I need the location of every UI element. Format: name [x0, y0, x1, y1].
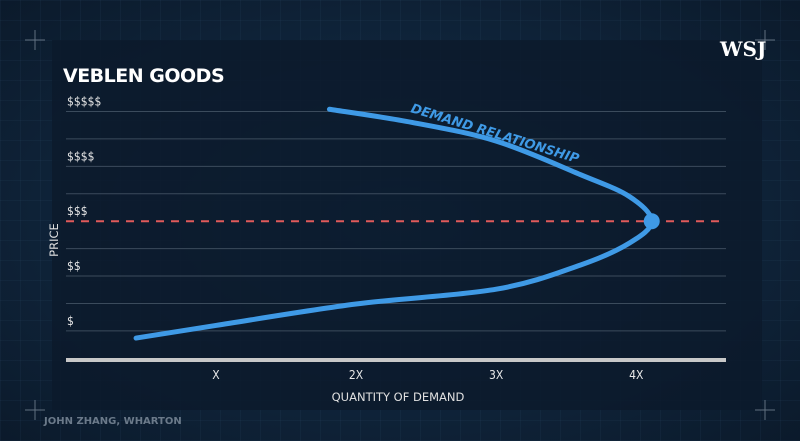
y-tick-label: $$$$ [67, 149, 94, 163]
x-tick-label: 3X [489, 368, 504, 382]
y-tick-label: $$$ [67, 204, 88, 218]
y-tick-label: $ [67, 314, 74, 328]
chart-title: VEBLEN GOODS [63, 65, 224, 87]
wsj-logo: WSJ [719, 37, 766, 61]
chart-panel [52, 40, 762, 410]
y-axis-label: PRICE [47, 223, 61, 257]
demand-curve [133, 106, 655, 341]
y-tick-label: $$$$$ [67, 94, 101, 108]
x-tick-label: X [212, 368, 220, 382]
x-tick-label: 2X [349, 368, 364, 382]
x-tick-label: 4X [629, 368, 644, 382]
highlight-point [643, 213, 660, 230]
x-axis-label: QUANTITY OF DEMAND [332, 390, 465, 404]
source-credit: JOHN ZHANG, WHARTON [43, 416, 182, 427]
y-tick-label: $$ [67, 259, 81, 273]
corner-marks [25, 30, 775, 420]
